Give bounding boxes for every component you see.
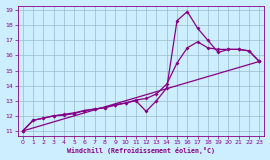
- X-axis label: Windchill (Refroidissement éolien,°C): Windchill (Refroidissement éolien,°C): [67, 148, 215, 154]
